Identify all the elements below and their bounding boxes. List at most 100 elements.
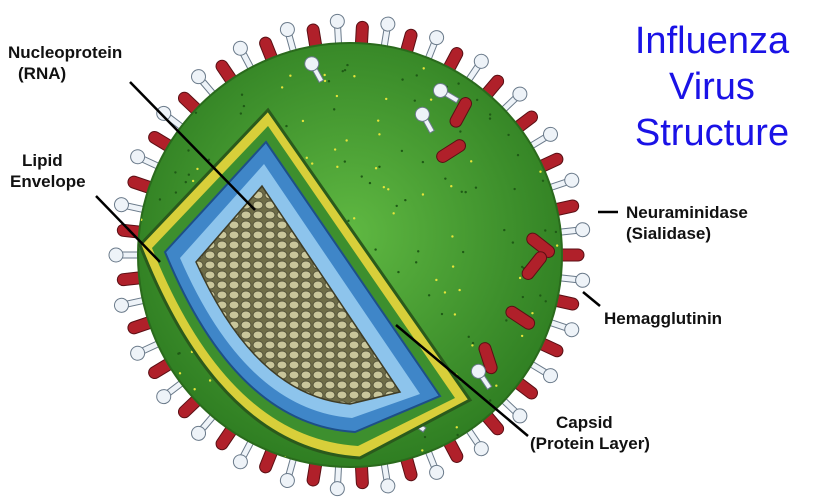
texture-dot — [488, 113, 492, 116]
texture-dot — [556, 311, 559, 314]
face-neuraminidase — [414, 106, 435, 134]
texture-dot — [474, 186, 478, 189]
texture-dot — [343, 160, 347, 163]
face-hemagglutinin — [449, 97, 473, 128]
texture-dot — [194, 111, 198, 114]
texture-dot — [189, 91, 192, 95]
texture-dot — [187, 173, 191, 176]
texture-dot — [335, 94, 339, 98]
texture-dot — [139, 194, 143, 197]
label-hemagglutinin-line1: Hemagglutinin — [604, 309, 723, 328]
texture-dot — [414, 261, 418, 264]
texture-dot — [191, 179, 195, 183]
texture-dot — [544, 229, 547, 232]
texture-dot — [140, 362, 143, 365]
texture-dot — [207, 158, 211, 162]
texture-dot — [537, 382, 541, 385]
face-neuraminidase — [304, 56, 325, 84]
label-lipid-envelope-line2: Envelope — [10, 172, 86, 191]
texture-dot — [401, 78, 404, 81]
texture-dot — [353, 75, 356, 78]
texture-dot — [347, 219, 350, 223]
texture-dot — [336, 165, 339, 169]
texture-dot — [429, 98, 433, 101]
texture-dot — [470, 462, 474, 465]
texture-dot — [343, 68, 347, 72]
texture-dot — [387, 188, 390, 191]
texture-dot — [171, 70, 175, 74]
label-lipid-envelope-line1: Lipid — [22, 151, 63, 170]
texture-dot — [427, 294, 431, 297]
texture-dot — [488, 117, 492, 120]
title-line-3: Structure — [634, 112, 790, 154]
leader-hemagglutinin — [582, 291, 601, 307]
texture-dot — [138, 456, 141, 460]
texture-dot — [170, 414, 173, 417]
texture-dot — [211, 71, 215, 75]
texture-dot — [531, 311, 534, 315]
texture-dot — [422, 67, 425, 70]
texture-dot — [541, 179, 545, 182]
texture-dot — [341, 69, 344, 73]
face-hemagglutinin — [526, 232, 556, 258]
texture-dot — [475, 98, 479, 102]
texture-dot — [289, 74, 292, 77]
texture-dot — [208, 379, 212, 382]
texture-dot — [323, 73, 326, 77]
texture-dot — [144, 119, 147, 122]
texture-dot — [310, 162, 314, 165]
texture-dot — [346, 63, 349, 67]
texture-dot — [459, 130, 462, 133]
texture-dot — [143, 377, 146, 380]
texture-dot — [493, 446, 496, 449]
label-capsid: Capsid (Protein Layer) — [530, 412, 650, 454]
texture-dot — [489, 399, 492, 402]
label-neuraminidase-line2: (Sialidase) — [626, 224, 712, 243]
face-hemagglutinin — [505, 305, 536, 330]
label-capsid-line2: (Protein Layer) — [530, 434, 650, 453]
texture-dot — [455, 426, 458, 429]
texture-dot — [404, 198, 407, 202]
texture-dot — [187, 422, 191, 426]
title-line-1: Influenza — [634, 20, 790, 62]
texture-dot — [505, 319, 508, 322]
texture-dot — [520, 265, 524, 269]
texture-dot — [458, 288, 461, 292]
texture-dot — [378, 133, 381, 136]
texture-dot — [436, 456, 439, 460]
texture-dot — [397, 270, 400, 274]
texture-dot — [368, 181, 372, 185]
texture-dot — [444, 177, 447, 180]
texture-dot — [421, 449, 424, 452]
texture-dot — [443, 291, 447, 294]
leader-capsid — [395, 324, 529, 437]
texture-dot — [323, 79, 327, 83]
texture-dot — [172, 110, 176, 114]
texture-dot — [301, 119, 305, 123]
texture-dot — [554, 230, 558, 234]
texture-dot — [378, 165, 381, 168]
face-neuraminidase — [470, 363, 493, 391]
texture-dot — [531, 56, 535, 59]
texture-dot — [511, 241, 515, 244]
nucleoprotein-core — [195, 184, 402, 405]
texture-dot — [184, 180, 187, 184]
texture-dot — [513, 187, 516, 191]
texture-dot — [421, 160, 425, 164]
texture-dot — [138, 138, 141, 141]
texture-dot — [374, 248, 377, 251]
face-hemagglutinin — [436, 139, 467, 163]
texture-dot — [471, 341, 475, 345]
texture-dot — [193, 47, 196, 50]
texture-dot — [143, 375, 147, 378]
texture-dot — [395, 204, 398, 208]
texture-dot — [385, 97, 388, 101]
texture-dot — [539, 170, 542, 173]
texture-dot — [196, 167, 199, 171]
face-hemagglutinin — [478, 342, 498, 375]
texture-dot — [239, 112, 243, 115]
cutaway-section — [138, 107, 473, 460]
texture-dot — [516, 153, 520, 157]
texture-dot — [453, 313, 457, 316]
neuraminidase-spike — [541, 172, 580, 194]
